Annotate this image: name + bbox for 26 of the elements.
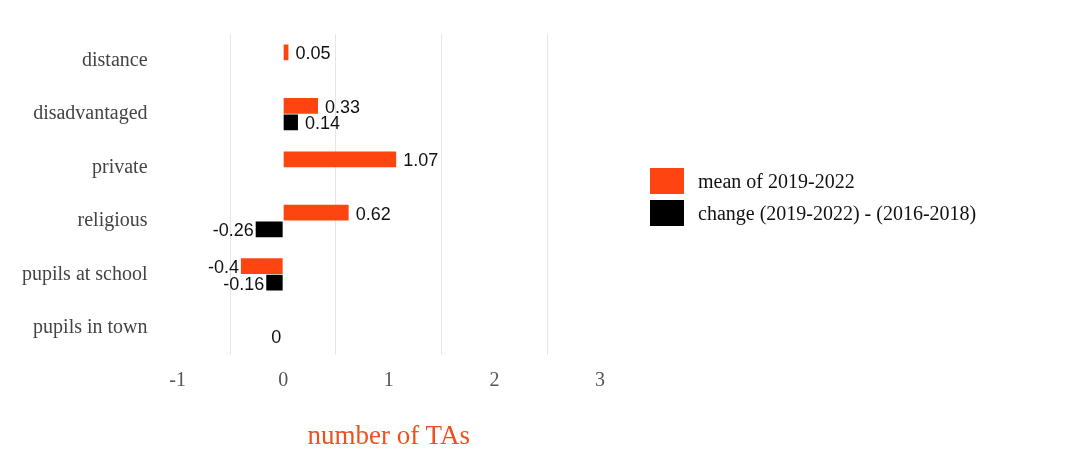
bar (240, 258, 283, 275)
x-tick-label: -1 (169, 367, 186, 390)
data-label: 0.62 (355, 203, 391, 224)
data-label: 1.07 (403, 150, 439, 171)
y-tick-label: disadvantaged (33, 101, 148, 125)
bar (283, 98, 319, 114)
data-label: -0.26 (212, 220, 254, 241)
data-label: 0.05 (295, 43, 331, 64)
y-tick-label: distance (82, 47, 148, 70)
y-tick-label: religious (77, 208, 148, 232)
x-tick-label: 2 (489, 367, 500, 390)
legend-label: mean of 2019-2022 (698, 169, 855, 193)
bar (283, 204, 349, 221)
bar (283, 151, 397, 168)
x-tick-label: 3 (595, 367, 605, 390)
bar (255, 221, 283, 238)
x-tick-label: 0 (278, 367, 289, 390)
x-axis-title: number of TAs (307, 419, 470, 450)
y-tick-label: private (92, 154, 148, 178)
data-label: 0 (271, 327, 282, 348)
y-tick-label: pupils in town (33, 315, 148, 339)
bar (283, 114, 298, 131)
x-tick-label: 1 (383, 367, 394, 390)
bar (266, 274, 283, 291)
y-tick-label: pupils at school (22, 261, 148, 285)
legend-label: change (2019-2022) - (2016-2018) (698, 201, 977, 225)
